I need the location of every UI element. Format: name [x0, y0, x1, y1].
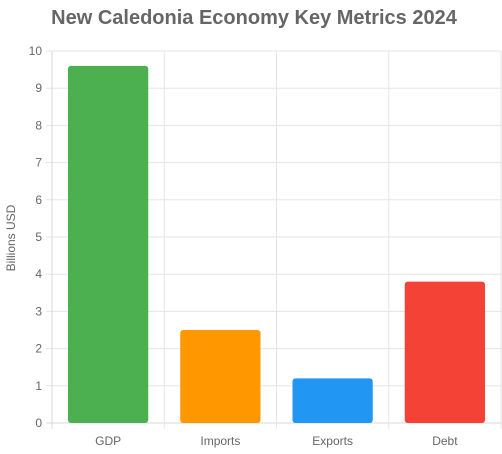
y-tick-label: 6 — [35, 193, 42, 207]
y-tick-label: 8 — [35, 118, 42, 132]
y-tick-label: 2 — [35, 342, 42, 356]
y-axis-ticks: 0 1 2 3 4 5 6 7 8 9 10 — [29, 44, 43, 430]
y-tick-label: 5 — [35, 230, 42, 244]
x-tick-label: Debt — [432, 434, 458, 448]
y-axis-label: Billions USD — [4, 204, 18, 271]
y-tick-label: 0 — [35, 416, 42, 430]
y-tick-label: 1 — [35, 379, 42, 393]
bar-exports — [292, 378, 373, 423]
x-tick-label: Exports — [312, 434, 353, 448]
bars — [67, 65, 486, 423]
y-tick-label: 7 — [35, 156, 42, 170]
y-tick-label: 9 — [35, 81, 42, 95]
x-tick-label: Imports — [200, 434, 240, 448]
y-tick-label: 4 — [35, 267, 42, 281]
x-axis-ticks: GDP Imports Exports Debt — [95, 434, 458, 448]
y-tick-label: 3 — [35, 304, 42, 318]
y-tick-label: 10 — [29, 44, 43, 58]
bar-gdp — [67, 65, 149, 423]
bar-imports — [180, 330, 261, 423]
bar-debt — [404, 281, 486, 423]
x-tick-label: GDP — [95, 434, 121, 448]
chart-title: New Caledonia Economy Key Metrics 2024 — [51, 7, 458, 29]
